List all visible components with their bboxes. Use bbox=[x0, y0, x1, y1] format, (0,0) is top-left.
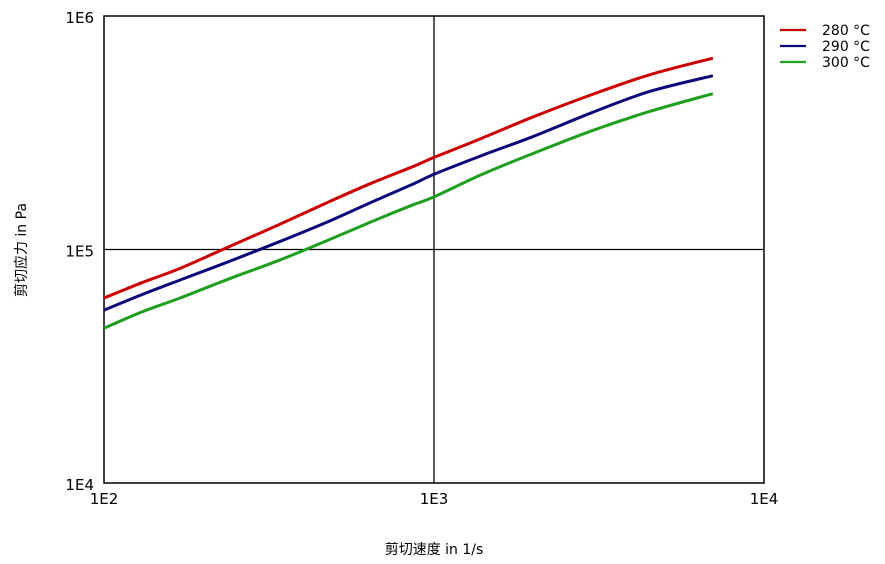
series-line-2 bbox=[103, 74, 714, 312]
x-axis-title: 剪切速度 in 1/s bbox=[385, 542, 484, 558]
series-lines bbox=[103, 56, 714, 330]
x-tick-label: 1E3 bbox=[420, 490, 449, 508]
x-tick-label: 1E2 bbox=[90, 490, 119, 508]
tick-labels: 1E2 1E3 1E4 1E4 1E5 1E6 bbox=[65, 9, 778, 508]
y-axis-title: 剪切应力 in Pa bbox=[13, 203, 30, 297]
legend-label: 280 °C bbox=[822, 23, 870, 39]
legend-label: 300 °C bbox=[822, 55, 870, 71]
grid-lines bbox=[104, 16, 764, 483]
x-tick-label: 1E4 bbox=[750, 490, 779, 508]
series-line-1 bbox=[103, 56, 714, 300]
plot-frame bbox=[103, 15, 765, 484]
y-tick-label: 1E5 bbox=[65, 243, 94, 261]
series-line-3 bbox=[103, 92, 714, 330]
y-tick-label: 1E6 bbox=[65, 9, 94, 27]
legend-label: 290 °C bbox=[822, 39, 870, 55]
y-tick-label: 1E4 bbox=[65, 476, 94, 494]
